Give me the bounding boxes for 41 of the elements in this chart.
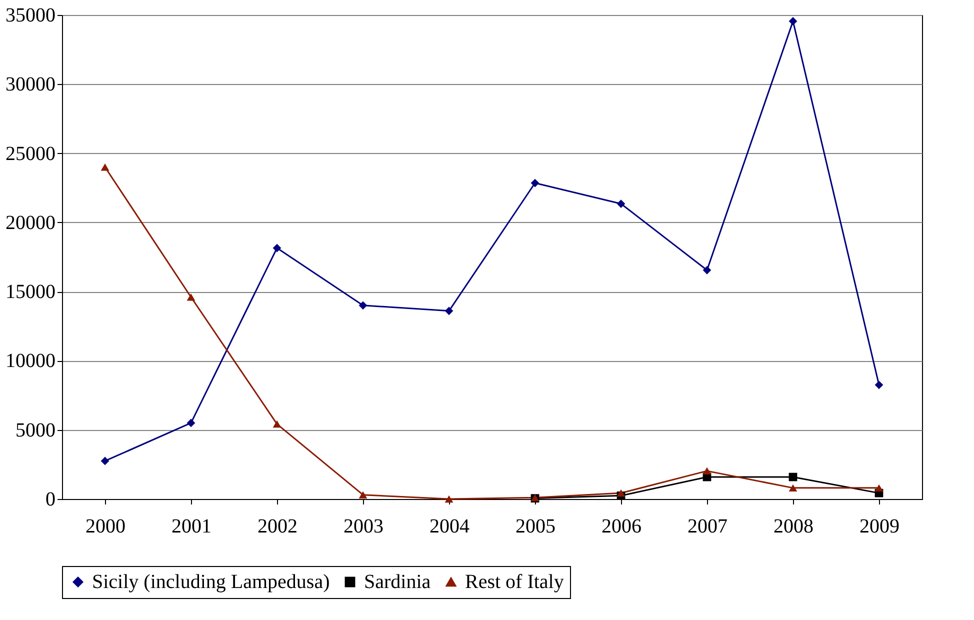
point bbox=[702, 266, 712, 274]
y-tick-label: 30000 bbox=[6, 74, 56, 96]
point bbox=[100, 163, 110, 171]
point bbox=[272, 244, 282, 252]
point bbox=[530, 178, 540, 188]
point bbox=[100, 456, 110, 466]
point bbox=[874, 380, 884, 390]
y-tick-label: 5000 bbox=[16, 419, 56, 442]
x-tick-label: 2002 bbox=[258, 516, 298, 538]
y-tick-label: 10000 bbox=[6, 350, 56, 372]
point bbox=[272, 420, 282, 428]
point bbox=[358, 491, 368, 498]
x-tick-label: 2003 bbox=[344, 516, 384, 538]
point bbox=[788, 17, 798, 26]
y-tick-label: 20000 bbox=[6, 212, 56, 234]
y-tick-label: 15000 bbox=[6, 281, 56, 304]
y-tick-label: 25000 bbox=[6, 142, 56, 165]
x-tick-label: 2001 bbox=[172, 516, 212, 538]
y-tick-label: 0 bbox=[46, 488, 56, 510]
x-tick-label: 2007 bbox=[688, 516, 728, 538]
point bbox=[358, 301, 368, 310]
x-tick-label: 2008 bbox=[774, 516, 814, 538]
point bbox=[874, 484, 884, 492]
point bbox=[186, 418, 196, 428]
legend-label: Sicily (including Lampedusa) bbox=[92, 571, 330, 593]
x-tick-label: 2000 bbox=[86, 516, 126, 538]
x-tick-label: 2005 bbox=[516, 516, 556, 538]
point bbox=[788, 472, 798, 482]
x-tick-label: 2006 bbox=[602, 516, 642, 538]
point bbox=[444, 306, 454, 316]
point bbox=[444, 495, 454, 503]
point bbox=[186, 293, 196, 301]
legend-label: Rest of Italy bbox=[465, 571, 564, 593]
point bbox=[616, 200, 626, 208]
legend-label: Sardinia bbox=[364, 571, 431, 593]
point bbox=[616, 489, 626, 497]
point bbox=[788, 484, 798, 492]
x-tick-label: 2004 bbox=[430, 516, 470, 538]
y-tick-label: 35000 bbox=[6, 4, 56, 26]
point bbox=[702, 467, 712, 475]
x-tick-label: 2009 bbox=[860, 516, 900, 538]
